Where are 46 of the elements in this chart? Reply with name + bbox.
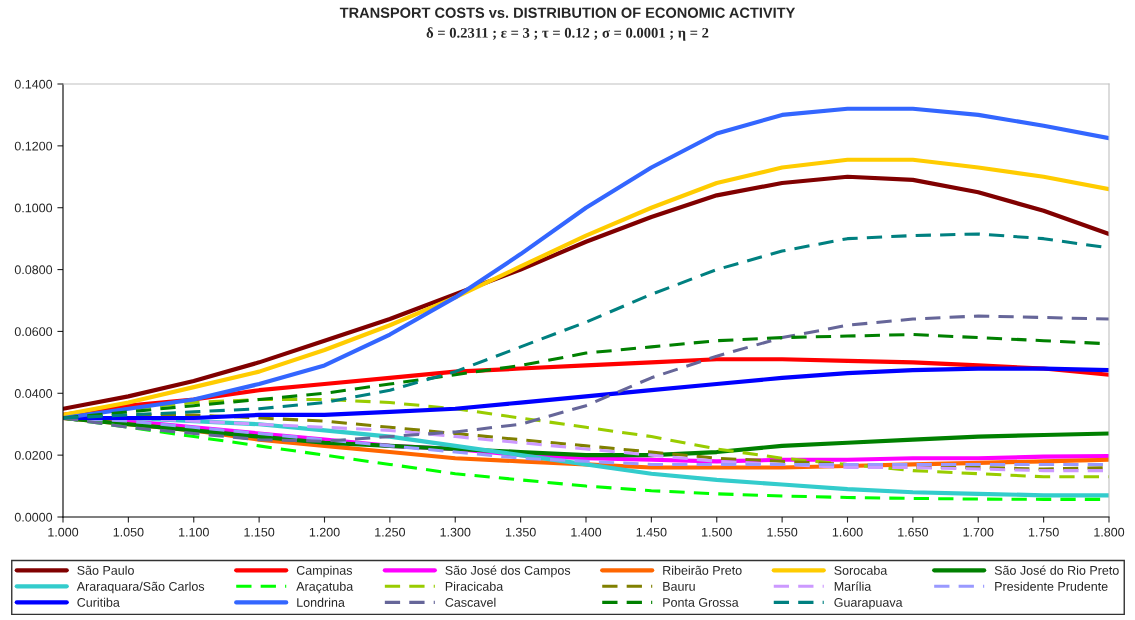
x-tick-label: 1.350 [505,527,536,537]
x-tick-label: 1.700 [963,527,994,537]
y-tick-label: 0.0800 [14,265,53,275]
legend-label: Araraquara/São Carlos [76,581,205,594]
x-tick-label: 1.200 [309,527,340,537]
x-tick-label: 1.000 [48,527,79,537]
legend-label: Curitiba [77,597,120,607]
legend-label: Cascavel [445,597,496,607]
y-tick-label: 0.0400 [14,389,53,398]
y-tick-label: 0.1000 [14,203,53,213]
chart-subtitle: δ = 0.2311 ; ε = 3 ; τ = 0.12 ; σ = 0.0001 ; η = 2 [426,27,709,41]
y-tick-label: 0.1200 [14,141,53,151]
line-series [63,314,1109,443]
line-series [63,106,1109,421]
x-tick-label: 1.500 [702,527,732,537]
y-tick-label: 0.1400 [14,79,53,89]
x-tick-label: 1.050 [113,527,144,537]
x-tick-label: 1.800 [1094,527,1125,537]
x-tick-label: 1.600 [832,527,863,537]
legend-label: Presidente Prudente [995,581,1108,591]
y-tick-label: 0.0600 [14,327,53,337]
y-tick-label: 0.0200 [14,450,53,460]
legend-label: São Paulo [77,565,134,575]
legend-label: Ponta Grossa [663,598,739,607]
legend-label: Campinas [296,565,353,578]
x-tick-label: 1.450 [636,527,667,537]
legend-label: Sorocaba [834,565,888,575]
x-tick-label: 1.550 [767,527,798,537]
legend-label: Bauru [663,582,695,591]
x-tick-label: 1.250 [375,527,406,537]
x-tick-label: 1.400 [571,527,602,537]
x-tick-label: 1.750 [1028,527,1059,537]
legend-label: São José dos Campos [445,565,571,578]
legend-label: São José do Rio Preto [994,565,1119,575]
legend-label: Guarapuava [834,598,903,610]
chart-title: TRANSPORT COSTS vs. DISTRIBUTION OF ECONOMIC ACTIVITY [339,7,796,18]
legend-label: Ribeirão Preto [663,565,742,575]
x-tick-label: 1.100 [179,527,209,537]
x-tick-label: 1.300 [440,527,471,537]
legend-label: Marília [834,581,872,591]
legend-label: Piracicaba [445,581,504,591]
x-tick-label: 1.650 [898,527,929,537]
y-tick-label: 0.0000 [14,512,53,522]
legend-label: Araçatuba [296,581,354,594]
legend-label: Londrina [297,597,345,607]
x-tick-label: 1.150 [244,527,275,537]
